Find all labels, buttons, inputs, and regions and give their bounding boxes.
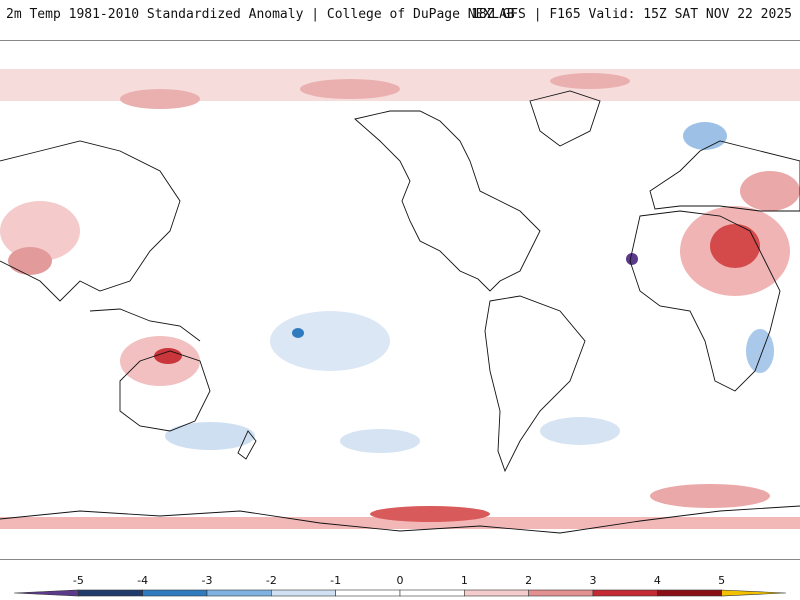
cool-patch-south-atlantic	[540, 417, 620, 445]
color-bin-10	[657, 589, 722, 597]
tick-label: 5	[718, 574, 725, 587]
color-scale: -5 -4 -3 -2 -1 0 1 2 3 4 5	[0, 570, 800, 600]
map-title: 2m Temp 1981-2010 Standardized Anomaly |…	[6, 7, 515, 22]
warm-patch-europe	[740, 171, 800, 211]
color-bin-8	[528, 589, 594, 597]
color-bin-9	[592, 589, 658, 597]
warm-patch-india	[8, 247, 52, 275]
warm-patch-australia-strong	[154, 348, 182, 364]
cool-patch-east-africa	[746, 329, 774, 373]
warm-patch-africa-strong	[710, 224, 760, 268]
tick-label: -5	[73, 574, 84, 587]
world-map	[0, 69, 800, 534]
cool-patch-pacific	[270, 311, 390, 371]
tick-label: 1	[461, 574, 468, 587]
coast-south-america	[484, 295, 586, 473]
coast-africa	[629, 210, 781, 392]
chart-header: 2m Temp 1981-2010 Standardized Anomaly |…	[0, 0, 800, 30]
coast-north-america	[354, 110, 541, 292]
tick-label: -4	[137, 574, 148, 587]
color-bin-5	[335, 589, 401, 597]
coast-europe	[649, 140, 800, 212]
color-bin-2	[142, 589, 208, 597]
coast-antarctica	[0, 505, 800, 534]
arctic-warm-band	[0, 69, 800, 101]
cool-patch-scandinavia	[683, 122, 727, 150]
cool-patch-west-africa	[626, 253, 638, 265]
color-bin-0	[13, 589, 79, 597]
tick-label: 4	[654, 574, 661, 587]
tick-label: -1	[330, 574, 341, 587]
coast-new-zealand	[237, 430, 257, 460]
warm-patch-asia	[0, 201, 80, 261]
color-scale-bar: -5 -4 -3 -2 -1 0 1 2 3 4 5	[13, 574, 787, 597]
warm-patch-antarctic-1	[370, 506, 490, 522]
warm-patch-arctic-2	[300, 79, 400, 99]
color-bin-6	[399, 589, 465, 597]
coast-greenland	[529, 90, 601, 147]
coast-asia	[0, 140, 181, 302]
warm-patch-arctic-3	[550, 73, 630, 89]
cool-patch-southern-ocean	[340, 429, 420, 453]
tick-label: -3	[202, 574, 213, 587]
coastlines	[0, 90, 800, 534]
color-bin-3	[206, 589, 272, 597]
color-bin-1	[78, 589, 143, 597]
color-bin-4	[271, 589, 336, 597]
color-bin-11	[721, 589, 787, 597]
color-bin-7	[464, 589, 529, 597]
tick-label: 2	[525, 574, 532, 587]
warm-patch-antarctic-2	[650, 484, 770, 508]
tick-label: 3	[590, 574, 597, 587]
tick-label: -2	[266, 574, 277, 587]
warm-patch-arctic-1	[120, 89, 200, 109]
run-info: 18Z GFS | F165 Valid: 15Z SAT NOV 22 202…	[471, 7, 792, 22]
tick-label: 0	[397, 574, 404, 587]
coast-indonesia	[89, 308, 201, 342]
map-panel	[0, 40, 800, 560]
antarctic-warm-band	[0, 517, 800, 529]
coast-australia	[119, 350, 211, 432]
cool-patch-pacific-islands	[292, 328, 304, 338]
cool-patch-south-pacific	[165, 422, 255, 450]
